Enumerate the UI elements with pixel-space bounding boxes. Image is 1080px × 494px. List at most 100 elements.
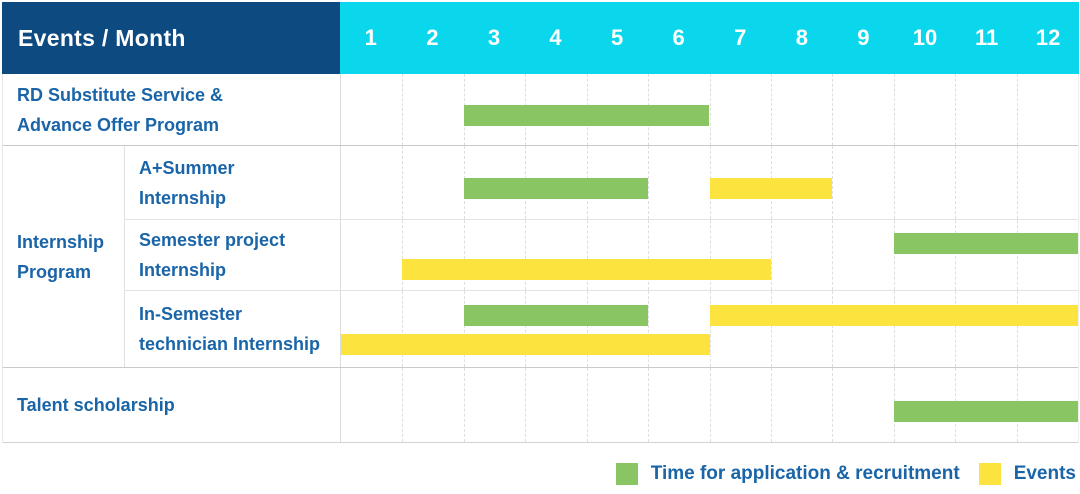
internship-program-group: Internship Program A+Summer Internship S… (3, 146, 1078, 368)
row-in-semester-technician: In-Semester technician Internship (125, 291, 1078, 367)
month-grid-line (1016, 74, 1018, 145)
row-a-plus-summer: A+Summer Internship (125, 146, 1078, 220)
row-label: A+Summer Internship (125, 146, 341, 219)
application-color-swatch (615, 463, 638, 485)
month-grid-line (1016, 146, 1018, 219)
row-label-line: technician Internship (139, 334, 321, 354)
month-label: 5 (610, 25, 624, 50)
month-label: 6 (672, 25, 685, 50)
month-grid-line (525, 368, 527, 442)
month-grid-line (402, 220, 404, 290)
gantt-bar-application (463, 305, 649, 327)
gantt-bar-event (709, 305, 1078, 327)
row-grid (341, 220, 1078, 290)
month-label: 3 (487, 25, 501, 50)
month-grid-line (893, 146, 895, 219)
legend-item-events: Events (978, 463, 1076, 485)
gantt-bar-event (402, 259, 771, 281)
row-label-line: Advance Offer Program (17, 114, 220, 135)
legend-item-application: Time for application & recruitment (615, 463, 960, 485)
month-label: 9 (857, 25, 870, 50)
month-grid-line (463, 368, 465, 442)
month-grid-line (463, 291, 465, 367)
row-grid (341, 368, 1078, 442)
month-grid-line (832, 74, 834, 145)
month-grid-line (525, 220, 527, 290)
month-header-row: 1 2 3 4 5 6 7 8 9 10 11 12 (340, 2, 1079, 74)
gantt-bar-event (341, 333, 710, 355)
month-grid-line (832, 146, 834, 219)
row-label-line: Talent scholarship (17, 395, 175, 415)
month-grid-line (955, 291, 957, 367)
group-label-line: Internship (17, 231, 105, 252)
internship-program-label: Internship Program (3, 146, 125, 367)
row-label-line: Internship (139, 260, 227, 280)
month-label: 4 (549, 25, 562, 50)
month-grid-line (586, 368, 588, 442)
month-grid-line (1016, 220, 1018, 290)
month-grid-line (770, 291, 772, 367)
row-label-line: Internship (139, 187, 227, 208)
row-label-line: A+Summer (139, 157, 235, 178)
row-label-line: RD Substitute Service & (17, 84, 224, 105)
month-label: 2 (426, 25, 439, 50)
header-row: Events / Month 1 2 3 4 5 6 7 8 9 10 11 12 (2, 2, 1079, 74)
gantt-bar-application (893, 233, 1078, 255)
month-label: 11 (974, 25, 999, 50)
month-grid-line (402, 146, 404, 219)
month-grid-line (402, 74, 404, 145)
row-grid (341, 74, 1078, 145)
month-grid-line (648, 220, 650, 290)
month-grid-line (832, 220, 834, 290)
gantt-bar-application (893, 400, 1078, 422)
month-label: 8 (795, 25, 808, 50)
legend-label: Events (1013, 463, 1076, 484)
internship-subrows: A+Summer Internship Semester project Int… (125, 146, 1078, 367)
row-grid (341, 291, 1078, 367)
month-label: 10 (912, 25, 938, 50)
month-grid-line (770, 368, 772, 442)
month-label: 12 (1035, 25, 1061, 50)
month-grid-line (648, 146, 650, 219)
month-grid-line (586, 291, 588, 367)
month-grid-line (893, 74, 895, 145)
month-grid-line (709, 220, 711, 290)
month-grid-line (955, 74, 957, 145)
month-grid-line (402, 291, 404, 367)
row-grid (341, 146, 1078, 219)
row-label-line: Semester project (139, 230, 286, 250)
legend: Time for application & recruitment Event… (615, 463, 1076, 485)
month-grid-line (709, 291, 711, 367)
month-grid-line (955, 146, 957, 219)
row-label: In-Semester technician Internship (125, 291, 341, 367)
month-grid-line (770, 220, 772, 290)
month-label: 1 (364, 25, 377, 50)
row-label: RD Substitute Service & Advance Offer Pr… (3, 74, 341, 145)
month-grid-line (463, 220, 465, 290)
month-grid-line (709, 74, 711, 145)
group-label-line: Program (17, 261, 92, 282)
events-month-header: Events / Month (2, 2, 340, 74)
events-color-swatch (978, 463, 1001, 485)
row-semester-project: Semester project Internship (125, 220, 1078, 291)
gantt-bar-event (709, 178, 833, 200)
gantt-bar-application (463, 178, 649, 200)
month-grid-line (525, 291, 527, 367)
month-grid-line (648, 291, 650, 367)
month-label: 7 (734, 25, 747, 50)
month-grid-line (648, 368, 650, 442)
gantt-bar-application (463, 105, 710, 127)
legend-label: Time for application & recruitment (650, 463, 960, 484)
month-grid-line (586, 220, 588, 290)
month-grid-line (832, 291, 834, 367)
row-rd-substitute: RD Substitute Service & Advance Offer Pr… (3, 74, 1078, 146)
row-label: Talent scholarship (3, 368, 341, 442)
month-grid-line (893, 220, 895, 290)
month-grid-line (770, 74, 772, 145)
row-label-line: In-Semester (139, 304, 243, 324)
row-talent-scholarship: Talent scholarship (3, 368, 1078, 443)
row-label: Semester project Internship (125, 220, 341, 290)
gantt-body: RD Substitute Service & Advance Offer Pr… (2, 74, 1079, 443)
gantt-table: Events / Month 1 2 3 4 5 6 7 8 9 10 11 12 RD Substi… (2, 2, 1079, 443)
